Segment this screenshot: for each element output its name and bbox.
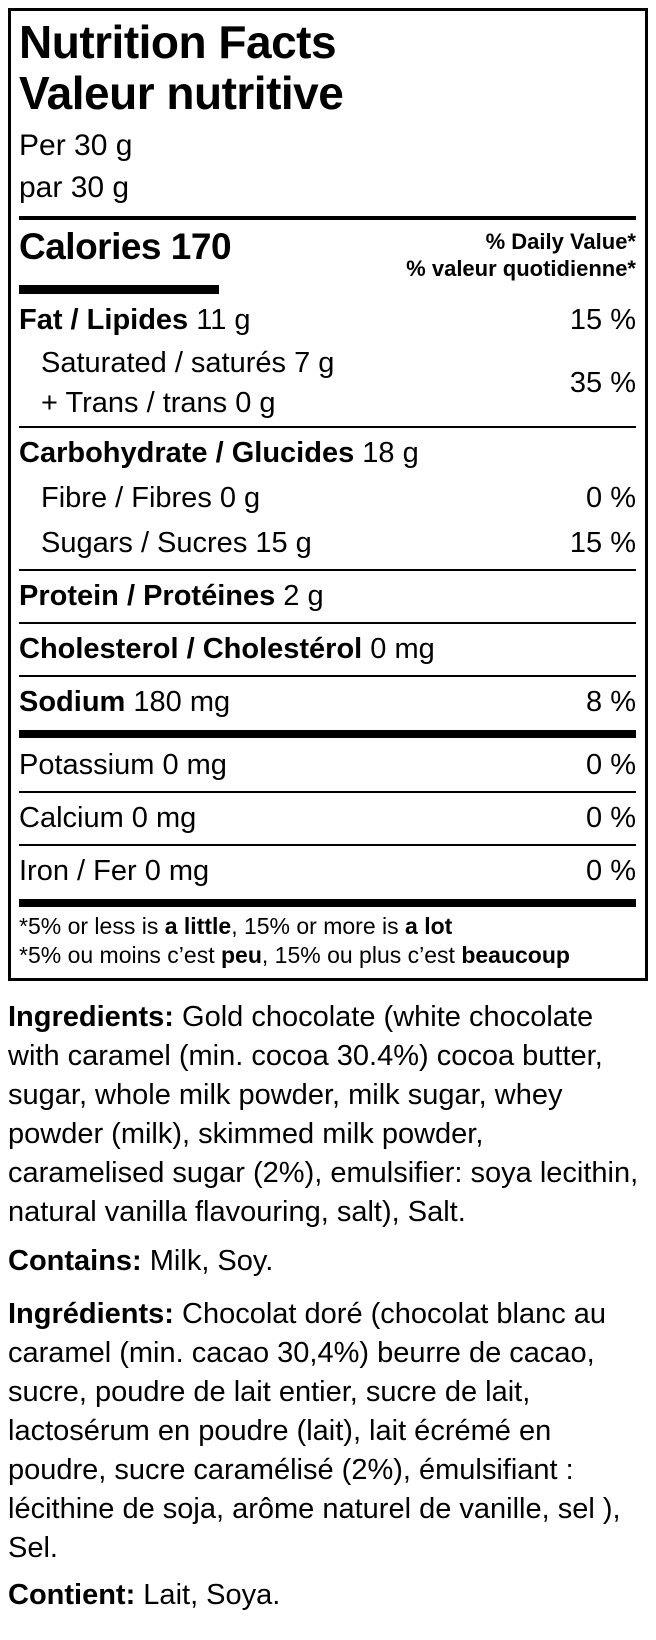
row-sodium-label: Sodium 180 mg: [19, 686, 231, 718]
row-calcium: Calcium 0 mg 0 %: [19, 796, 636, 841]
ingredients-section: Ingredients: Gold chocolate (white choco…: [0, 998, 656, 1615]
row-fibre: Fibre / Fibres 0 g 0 %: [19, 476, 636, 521]
row-carbohydrate: Carbohydrate / Glucides 18 g: [19, 431, 636, 476]
row-sugars-dv: 15 %: [569, 527, 636, 559]
trans-line: + Trans / trans 0 g: [41, 387, 276, 419]
ingredients-fr-label: Ingrédients:: [8, 1298, 174, 1330]
row-fibre-dv: 0 %: [586, 482, 636, 514]
ingredients-fr-text: Chocolat doré (chocolat blanc au caramel…: [8, 1298, 621, 1564]
row-potassium-dv: 0 %: [586, 749, 636, 781]
nutrition-facts-panel: Nutrition Facts Valeur nutritive Per 30 …: [8, 8, 648, 981]
footnote-fr: *5% ou moins c’est peu, 15% ou plus c’es…: [19, 942, 570, 968]
footnote-en: *5% or less is a little, 15% or more is …: [19, 913, 453, 939]
contains-fr-text: Lait, Soya.: [135, 1579, 281, 1611]
row-iron-dv: 0 %: [586, 855, 636, 887]
calories-underline-bar: [19, 285, 219, 294]
row-fibre-label: Fibre / Fibres 0 g: [41, 482, 261, 514]
daily-value-header: % Daily Value* % valeur quotidienne*: [406, 225, 636, 282]
thick-divider: [19, 730, 636, 738]
row-cholesterol: Cholesterol / Cholestérol 0 mg: [19, 627, 636, 672]
panel-title-fr: Valeur nutritive: [19, 67, 344, 119]
divider: [19, 426, 636, 428]
contains-en-text: Milk, Soy.: [141, 1245, 274, 1277]
footnotes: *5% or less is a little, 15% or more is …: [19, 912, 636, 970]
ingredients-en: Ingredients: Gold chocolate (white choco…: [8, 998, 646, 1232]
ingredients-en-text: Gold chocolate (white chocolate with car…: [8, 1001, 639, 1228]
serving-size-fr: par 30 g: [19, 171, 130, 204]
row-fat: Fat / Lipides 11 g 15 %: [19, 298, 636, 343]
ingredients-en-label: Ingredients:: [8, 1001, 174, 1033]
row-cholesterol-label: Cholesterol / Cholestérol 0 mg: [19, 633, 435, 665]
calories-text: Calories 170: [19, 226, 232, 267]
calories-row: Calories 170 % Daily Value* % valeur quo…: [19, 225, 636, 282]
contains-en: Contains: Milk, Soy.: [8, 1242, 646, 1281]
contains-en-label: Contains:: [8, 1245, 142, 1277]
divider-after-serving: [19, 216, 636, 220]
row-protein-label: Protein / Protéines 2 g: [19, 580, 324, 612]
row-saturated-trans-label: Saturated / saturés 7 g + Trans / trans …: [19, 343, 334, 423]
row-iron: Iron / Fer 0 mg 0 %: [19, 849, 636, 894]
thick-divider: [19, 899, 636, 907]
divider: [19, 569, 636, 571]
ingredients-fr: Ingrédients: Chocolat doré (chocolat bla…: [8, 1295, 646, 1568]
divider: [19, 844, 636, 846]
divider: [19, 791, 636, 793]
row-sugars-label: Sugars / Sucres 15 g: [41, 527, 312, 559]
row-calcium-dv: 0 %: [586, 802, 636, 834]
row-sodium-dv: 8 %: [586, 686, 636, 718]
panel-title-en: Nutrition Facts: [19, 16, 337, 68]
serving-size-en: Per 30 g: [19, 129, 133, 162]
row-saturated-trans-dv: 35 %: [569, 366, 636, 399]
contains-fr-label: Contient:: [8, 1579, 136, 1611]
row-fat-label: Fat / Lipides 11 g: [19, 304, 251, 336]
row-fat-dv: 15 %: [569, 304, 636, 336]
row-potassium: Potassium 0 mg 0 %: [19, 743, 636, 788]
daily-value-header-en: % Daily Value*: [485, 229, 636, 254]
row-sugars: Sugars / Sucres 15 g 15 %: [19, 521, 636, 566]
row-saturated-trans: Saturated / saturés 7 g + Trans / trans …: [19, 343, 636, 423]
row-calcium-label: Calcium 0 mg: [19, 802, 197, 834]
row-protein: Protein / Protéines 2 g: [19, 574, 636, 619]
contains-fr: Contient: Lait, Soya.: [8, 1576, 646, 1615]
divider: [19, 675, 636, 677]
row-carbohydrate-label: Carbohydrate / Glucides 18 g: [19, 437, 419, 469]
serving-size-block: Per 30 g par 30 g: [19, 125, 636, 209]
row-iron-label: Iron / Fer 0 mg: [19, 855, 210, 887]
divider: [19, 622, 636, 624]
panel-title: Nutrition Facts Valeur nutritive: [19, 17, 636, 119]
saturated-line: Saturated / saturés 7 g: [41, 347, 335, 379]
row-potassium-label: Potassium 0 mg: [19, 749, 227, 781]
daily-value-header-fr: % valeur quotidienne*: [406, 256, 636, 281]
row-sodium: Sodium 180 mg 8 %: [19, 680, 636, 725]
